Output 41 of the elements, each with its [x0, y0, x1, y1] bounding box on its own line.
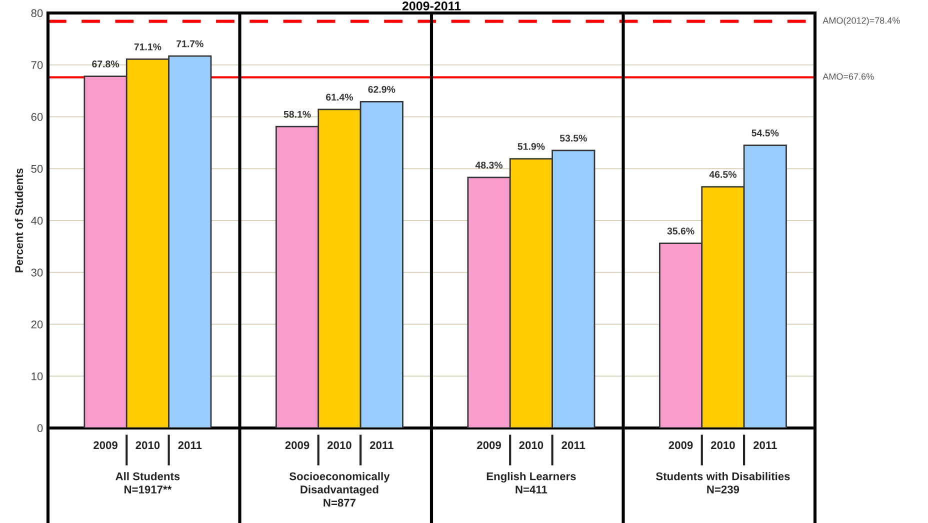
x-tick-label: Students with Disabilities N=239: [656, 472, 790, 494]
data-label: 48.3%: [475, 162, 503, 169]
data-label: 46.5%: [709, 171, 736, 178]
y-tick-label: 10: [32, 372, 43, 380]
text: 2009: [477, 441, 501, 450]
y-tick-label: 50: [31, 164, 43, 173]
y-tick-label: 80: [31, 9, 43, 18]
data-label: 54.5%: [752, 130, 779, 136]
y-tick-label: 20: [31, 320, 43, 328]
x-tick-label: All Students N=1917**: [116, 472, 180, 494]
chart-title: 2009-2011: [402, 1, 461, 10]
series-label: 2010: [136, 441, 160, 450]
x-tick-label: Socioeconomically Disadvantaged N=877: [289, 472, 390, 507]
text: 2011: [562, 441, 586, 450]
data-label: 67.8%: [92, 60, 120, 68]
data-label: 62.9%: [368, 86, 396, 93]
data-label: 61.4%: [326, 94, 353, 101]
text: 2011: [370, 441, 394, 450]
data-label: 71.1%: [134, 43, 162, 50]
ref-line-label: AMO(2012)=78.4%: [822, 17, 900, 26]
series-label: 2009: [94, 441, 118, 450]
data-label: 53.5%: [560, 134, 587, 142]
text: 2010: [710, 441, 735, 450]
text: 2009: [285, 441, 310, 450]
data-label: 51.9%: [518, 143, 545, 150]
x-tick-label: English Learners N=411: [486, 472, 576, 494]
y-tick-label: 70: [31, 61, 43, 70]
data-label: 35.6%: [667, 228, 694, 234]
text: 2010: [519, 441, 544, 450]
y-tick-label: 60: [31, 113, 43, 121]
series-label: 2011: [178, 441, 202, 450]
y-axis-title: Percent of Students: [14, 168, 24, 272]
y-tick-label: 0: [37, 424, 43, 432]
data-label: 71.7%: [176, 40, 204, 48]
data-label: 58.1%: [284, 110, 311, 118]
text: 2009: [668, 441, 693, 450]
text: 2010: [327, 441, 352, 450]
y-tick-label: 40: [31, 216, 43, 225]
ref-line-label: AMO=67.6%: [822, 73, 874, 80]
y-tick-label: 30: [31, 268, 43, 277]
text: 2011: [753, 441, 777, 450]
